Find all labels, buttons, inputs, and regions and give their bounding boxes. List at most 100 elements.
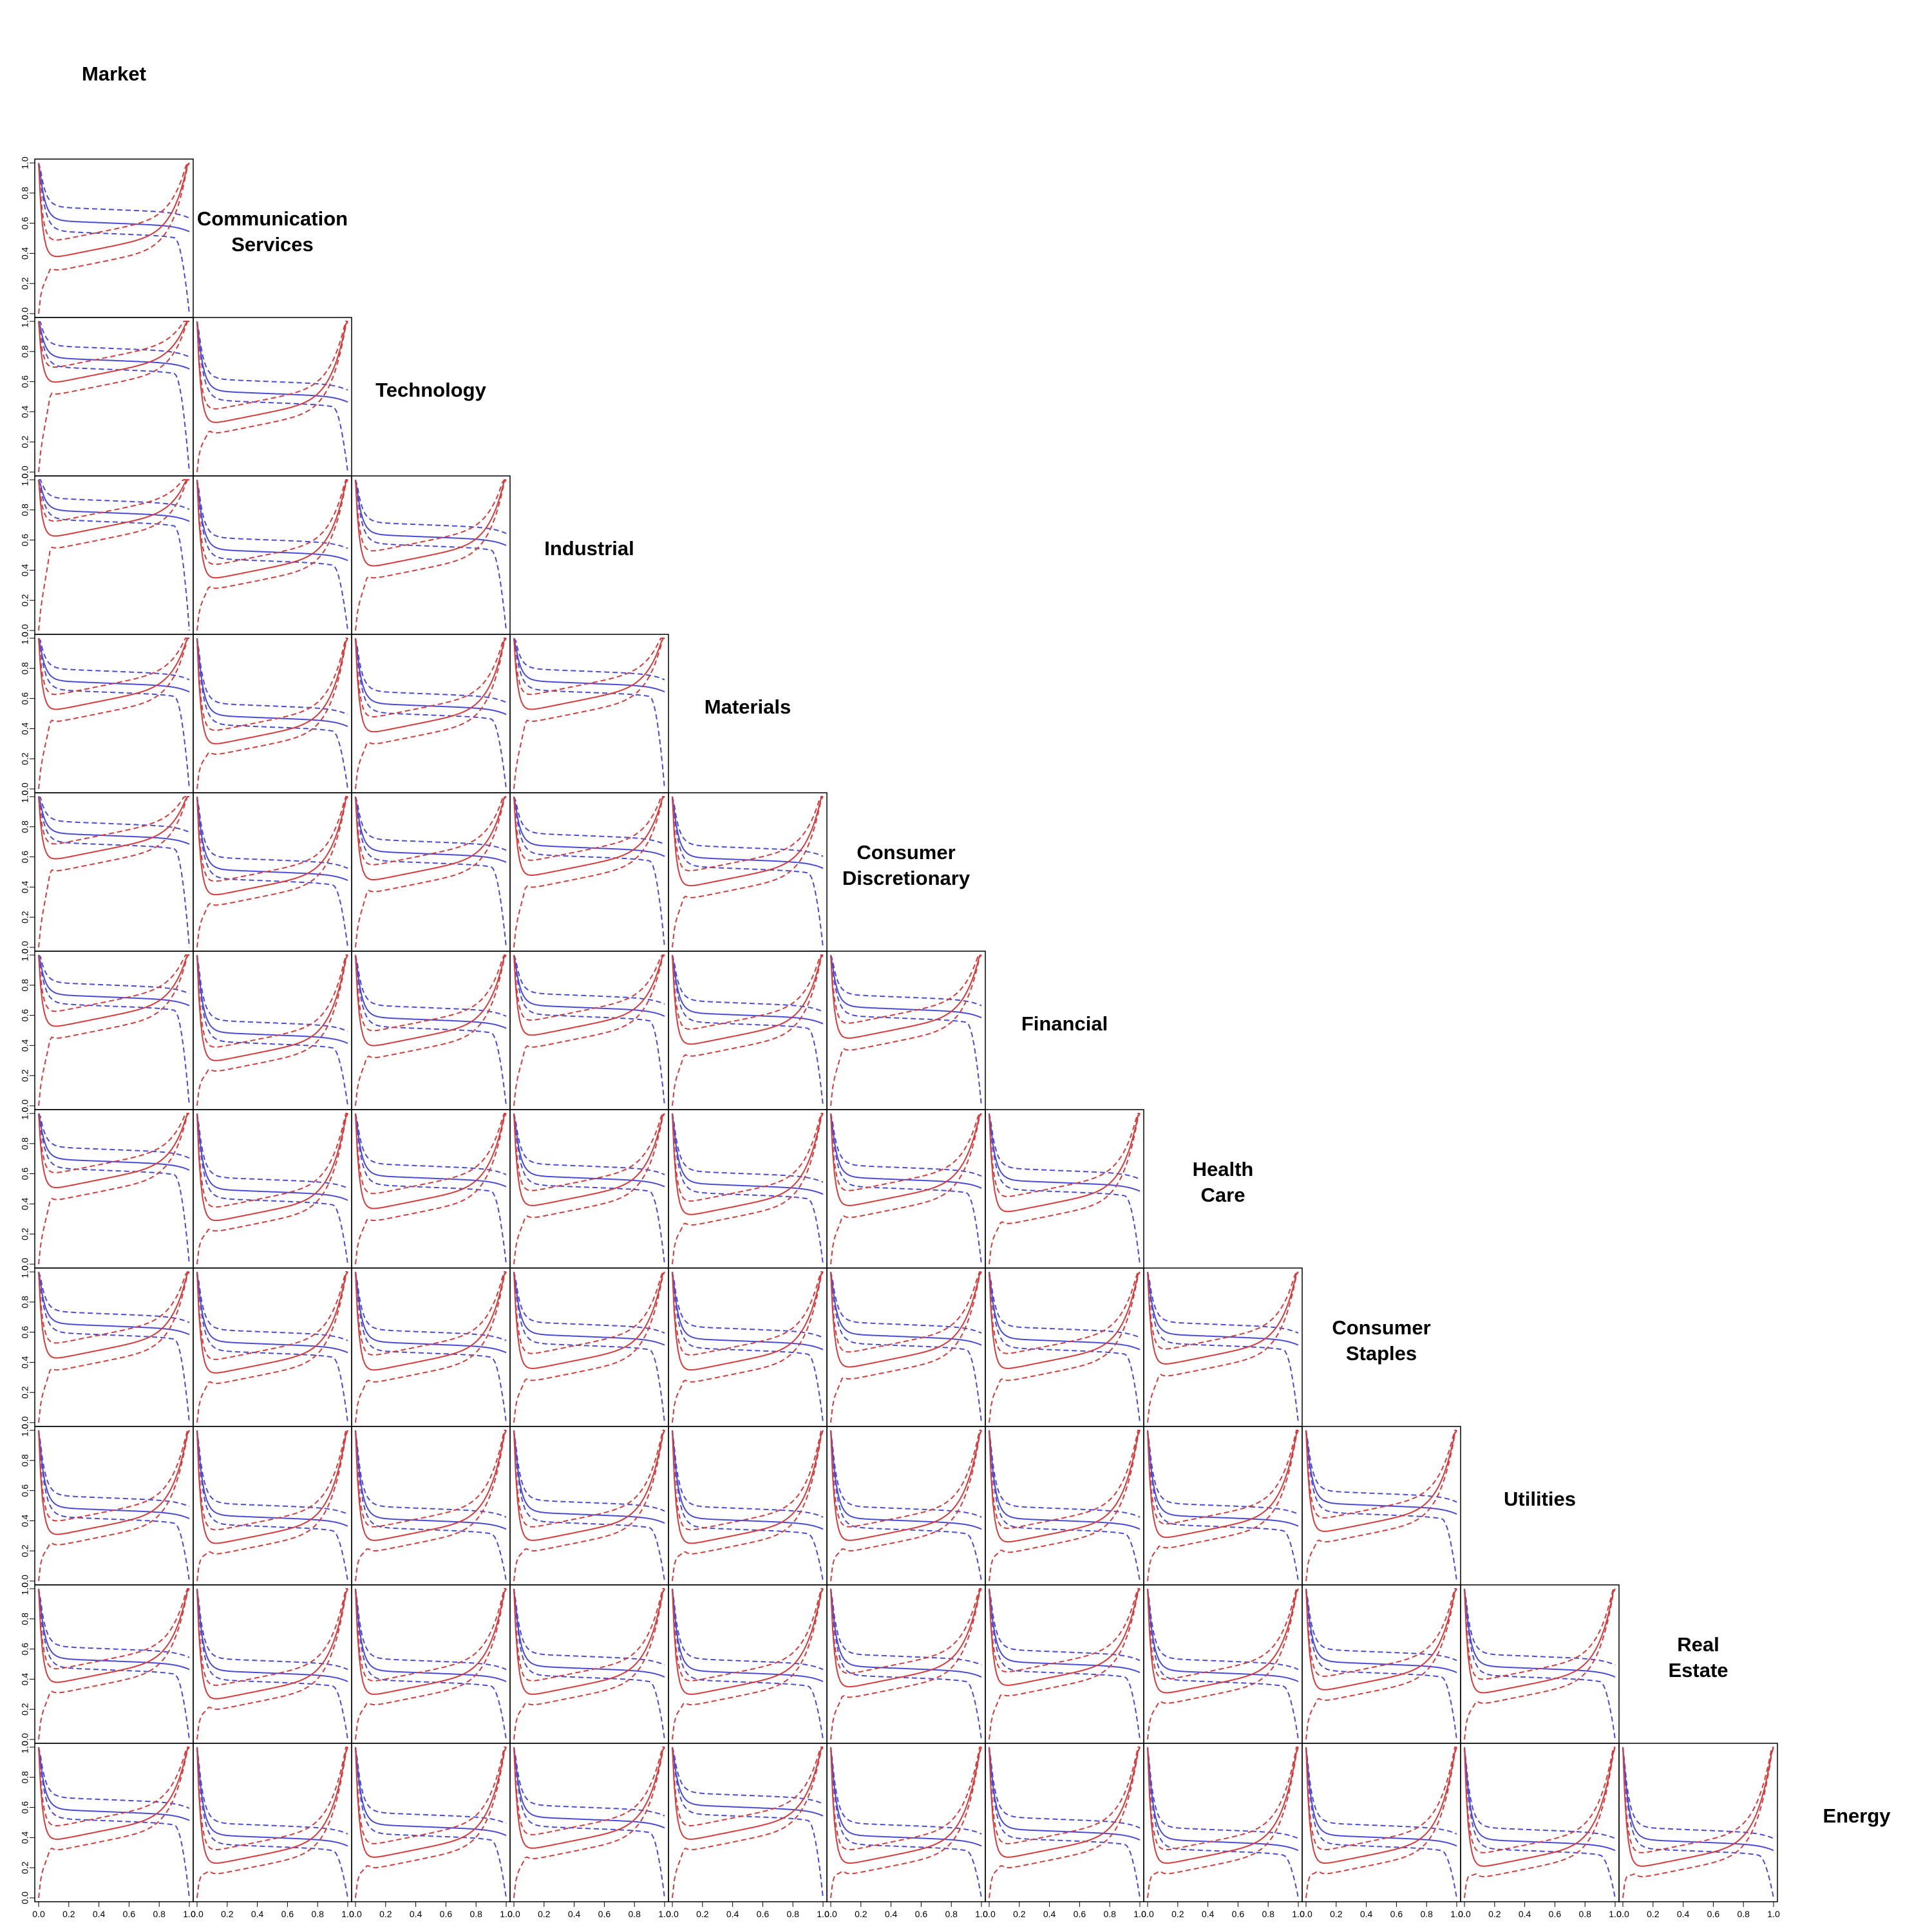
- blue-upper-dashed-line: [38, 954, 190, 994]
- red-lower-dashed-line: [989, 1113, 1141, 1265]
- red-upper-dashed-line: [38, 1113, 189, 1173]
- blue-upper-dashed-line: [989, 1271, 1141, 1338]
- panel-frame: [826, 951, 986, 1110]
- red-solid-line: [513, 1113, 665, 1206]
- red-upper-dashed-line: [38, 638, 189, 696]
- red-lower-dashed-line: [1464, 1588, 1616, 1740]
- y-tick-label: 1.0: [20, 1107, 30, 1120]
- panel-r10-c9: [1460, 1584, 1620, 1744]
- red-solid-line: [513, 1747, 665, 1849]
- panel-r5-c3: [509, 792, 669, 952]
- blue-lower-dashed-line: [355, 796, 507, 948]
- red-upper-dashed-line: [355, 1271, 506, 1356]
- red-lower-dashed-line: [830, 1271, 982, 1423]
- blue-lower-dashed-line: [830, 1747, 982, 1899]
- x-tick-label: 0.4: [93, 1909, 106, 1919]
- blue-lower-dashed-line: [672, 1271, 824, 1423]
- panel-r11-c5: [826, 1743, 986, 1902]
- panel-r7-c2: [351, 1109, 511, 1269]
- red-upper-dashed-line: [672, 796, 823, 871]
- red-solid-line: [989, 1113, 1141, 1213]
- sector-label-line: Staples: [1346, 1342, 1417, 1365]
- axis-ticks: 0.00.20.40.60.81.00.00.20.40.60.81.00.00…: [20, 156, 1780, 1919]
- blue-upper-dashed-line: [355, 1113, 507, 1175]
- blue-upper-dashed-line: [39, 479, 190, 510]
- red-upper-dashed-line: [38, 1430, 189, 1522]
- y-tick-label: 0.0: [20, 1733, 30, 1746]
- blue-upper-dashed-line: [1147, 1271, 1299, 1334]
- blue-lower-dashed-line: [513, 1747, 665, 1899]
- x-tick-label: 0.8: [1262, 1909, 1274, 1919]
- blue-lower-dashed-line: [38, 321, 190, 473]
- blue-upper-dashed-line: [830, 1271, 982, 1334]
- red-lower-dashed-line: [672, 1588, 824, 1740]
- panel-frame: [351, 1109, 511, 1269]
- red-solid-line: [196, 1430, 348, 1544]
- panel-r9-c5: [826, 1426, 986, 1586]
- x-tick-label: 1.0: [975, 1909, 988, 1919]
- red-solid-line: [355, 1747, 507, 1858]
- y-tick-label: 0.6: [20, 375, 30, 388]
- sector-label: Industrial: [544, 537, 634, 560]
- panel-frame: [1143, 1267, 1303, 1427]
- y-tick-label: 0.6: [20, 534, 30, 547]
- y-tick-label: 1.0: [20, 156, 30, 169]
- red-solid-line: [1147, 1588, 1299, 1694]
- red-solid-line: [1147, 1430, 1299, 1539]
- panel-r6-c4: [668, 951, 828, 1110]
- panel-r10-c7: [1143, 1584, 1303, 1744]
- red-solid-line: [38, 1113, 189, 1189]
- x-tick-label: 1.0: [1292, 1909, 1305, 1919]
- x-tick-label: 0.8: [153, 1909, 166, 1919]
- blue-solid-line: [1305, 1747, 1457, 1847]
- red-lower-dashed-line: [1147, 1430, 1299, 1582]
- y-tick-label: 0.0: [20, 782, 30, 795]
- red-upper-dashed-line: [989, 1747, 1140, 1844]
- red-lower-dashed-line: [355, 1430, 507, 1582]
- red-solid-line: [355, 1588, 507, 1695]
- panel-frame: [351, 634, 511, 793]
- blue-lower-dashed-line: [38, 162, 190, 314]
- sector-label: Financial: [1021, 1012, 1108, 1035]
- panel-r6-c1: [193, 951, 352, 1110]
- y-tick-label: 0.8: [20, 1137, 30, 1150]
- red-lower-dashed-line: [355, 954, 507, 1106]
- red-solid-line: [672, 1271, 824, 1371]
- x-tick-label: 0.2: [1171, 1909, 1184, 1919]
- y-tick-label: 0.8: [20, 1296, 30, 1309]
- panel-r8-c0: [34, 1267, 194, 1427]
- red-solid-line: [513, 1271, 665, 1369]
- panel-r9-c3: [509, 1426, 669, 1586]
- blue-upper-dashed-line: [355, 1430, 507, 1518]
- red-solid-line: [1464, 1588, 1616, 1694]
- y-tick-label: 1.0: [20, 790, 30, 803]
- y-tick-label: 0.8: [20, 1613, 30, 1625]
- y-tick-label: 0.4: [20, 405, 30, 418]
- panel-frame: [826, 1743, 986, 1902]
- red-lower-dashed-line: [513, 638, 665, 790]
- red-lower-dashed-line: [830, 1113, 982, 1265]
- panel-frame: [826, 1267, 986, 1427]
- blue-upper-dashed-line: [672, 954, 824, 1012]
- blue-upper-dashed-line: [830, 1747, 982, 1835]
- blue-lower-dashed-line: [38, 1588, 190, 1740]
- panel-r7-c5: [826, 1109, 986, 1269]
- blue-lower-dashed-line: [513, 1430, 665, 1582]
- y-tick-label: 0.2: [20, 1069, 30, 1082]
- red-lower-dashed-line: [1147, 1747, 1299, 1899]
- blue-upper-dashed-line: [196, 1747, 348, 1835]
- panel-frame: [509, 634, 669, 793]
- panel-r6-c3: [509, 951, 669, 1110]
- panel-frame: [193, 1743, 352, 1902]
- x-tick-label: 0.4: [568, 1909, 581, 1919]
- y-tick-label: 0.8: [20, 820, 30, 833]
- red-solid-line: [1622, 1747, 1774, 1867]
- blue-solid-line: [830, 1271, 982, 1346]
- red-upper-dashed-line: [513, 796, 665, 861]
- x-tick-label: 0.6: [1390, 1909, 1403, 1919]
- red-solid-line: [672, 1430, 824, 1544]
- red-solid-line: [1305, 1430, 1457, 1532]
- blue-solid-line: [1305, 1430, 1457, 1515]
- panel-r10-c4: [668, 1584, 828, 1744]
- blue-upper-dashed-line: [672, 1271, 824, 1338]
